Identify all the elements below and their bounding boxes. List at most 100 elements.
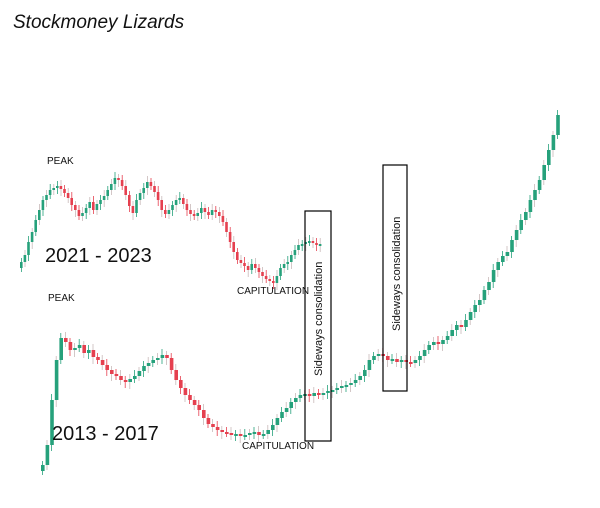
candle-body — [542, 165, 546, 180]
candle-body — [422, 350, 427, 356]
candle-body — [102, 196, 106, 200]
candle-body — [41, 465, 45, 471]
candle-body — [160, 200, 163, 210]
candle-body — [82, 345, 86, 353]
candle-body — [501, 256, 505, 262]
candle-body — [138, 193, 142, 200]
candle-body — [45, 445, 50, 465]
candle-body — [211, 424, 215, 427]
candle-body — [92, 202, 95, 210]
candle-body — [74, 205, 77, 210]
candle-body — [167, 210, 171, 214]
candle-body — [307, 394, 312, 396]
candle-body — [399, 360, 404, 362]
candle-body — [358, 376, 362, 380]
candle-body — [455, 325, 459, 330]
candle-body — [257, 432, 261, 435]
candle-body — [261, 434, 266, 436]
candle-body — [149, 182, 153, 186]
candle-body — [418, 356, 422, 360]
candle-body — [77, 210, 81, 216]
candle-body — [215, 427, 220, 430]
candle-body — [308, 241, 311, 243]
candle-body — [110, 370, 114, 374]
candle-body — [192, 400, 197, 405]
candle-body — [353, 380, 358, 383]
candle-body — [524, 212, 528, 220]
candle-body — [312, 393, 316, 396]
candle-body — [246, 266, 250, 270]
candle-body — [254, 264, 257, 268]
candle-body — [228, 232, 232, 242]
candle-body — [95, 204, 99, 210]
candle-body — [229, 433, 234, 435]
candle-body — [119, 376, 123, 380]
candle-body — [279, 268, 282, 276]
candle-body — [275, 276, 279, 283]
peak-label-lower: PEAK — [48, 293, 75, 304]
period-label-upper: 2021 - 2023 — [45, 245, 152, 267]
candle-body — [311, 241, 315, 243]
candle-body — [239, 260, 243, 263]
candle-body — [218, 212, 221, 216]
consolidation-box-upper — [382, 164, 408, 392]
candle-body — [156, 358, 160, 360]
candle-body — [188, 395, 192, 400]
candle-body — [20, 262, 23, 268]
candle-body — [514, 230, 519, 240]
candle-body — [27, 242, 30, 255]
candle-body — [197, 405, 201, 410]
candle-body — [232, 242, 235, 252]
candle-body — [165, 355, 169, 358]
candle-body — [450, 330, 454, 336]
candle-body — [390, 359, 395, 361]
candle-body — [77, 345, 82, 348]
candle-body — [487, 282, 491, 290]
candle-body — [91, 350, 96, 357]
consolidation-box-lower — [304, 210, 332, 442]
candle-body — [468, 312, 473, 320]
candle-body — [64, 338, 68, 342]
candle-body — [445, 336, 450, 340]
candle-body — [135, 200, 138, 213]
candle-body — [106, 190, 109, 196]
candle-body — [68, 342, 73, 350]
candle-body — [275, 418, 280, 425]
candle-body — [243, 263, 246, 266]
candle-body — [556, 115, 560, 135]
candle-body — [293, 250, 297, 255]
candle-body — [459, 325, 464, 327]
candle-body — [113, 178, 117, 184]
candle-body — [367, 360, 372, 370]
candle-body — [54, 360, 59, 400]
candle-body — [183, 388, 188, 395]
candle-body — [404, 360, 408, 362]
candle-body — [236, 252, 239, 260]
candle-body — [225, 222, 228, 232]
candle-body — [23, 255, 27, 262]
candle-body — [56, 186, 59, 188]
candle-body — [496, 262, 500, 270]
candle-body — [185, 204, 189, 210]
candle-body — [133, 376, 137, 379]
candle-body — [192, 214, 196, 216]
candle-body — [66, 193, 70, 198]
candle-body — [290, 255, 293, 262]
candle-body — [200, 208, 203, 213]
peak-label-upper: PEAK — [47, 156, 74, 167]
candle-body — [376, 354, 381, 356]
candle-body — [169, 358, 174, 370]
candle-body — [203, 208, 207, 212]
candle-body — [441, 340, 445, 344]
candle-body — [238, 434, 243, 436]
candle-body — [81, 213, 84, 216]
candle-body — [304, 242, 307, 244]
candle-body — [196, 213, 199, 216]
candle-body — [551, 135, 556, 150]
capitulation-label-lower: CAPITULATION — [242, 441, 314, 452]
candle-body — [142, 188, 145, 193]
candle-body — [174, 370, 178, 380]
candle-body — [84, 208, 88, 213]
candle-body — [427, 345, 431, 350]
